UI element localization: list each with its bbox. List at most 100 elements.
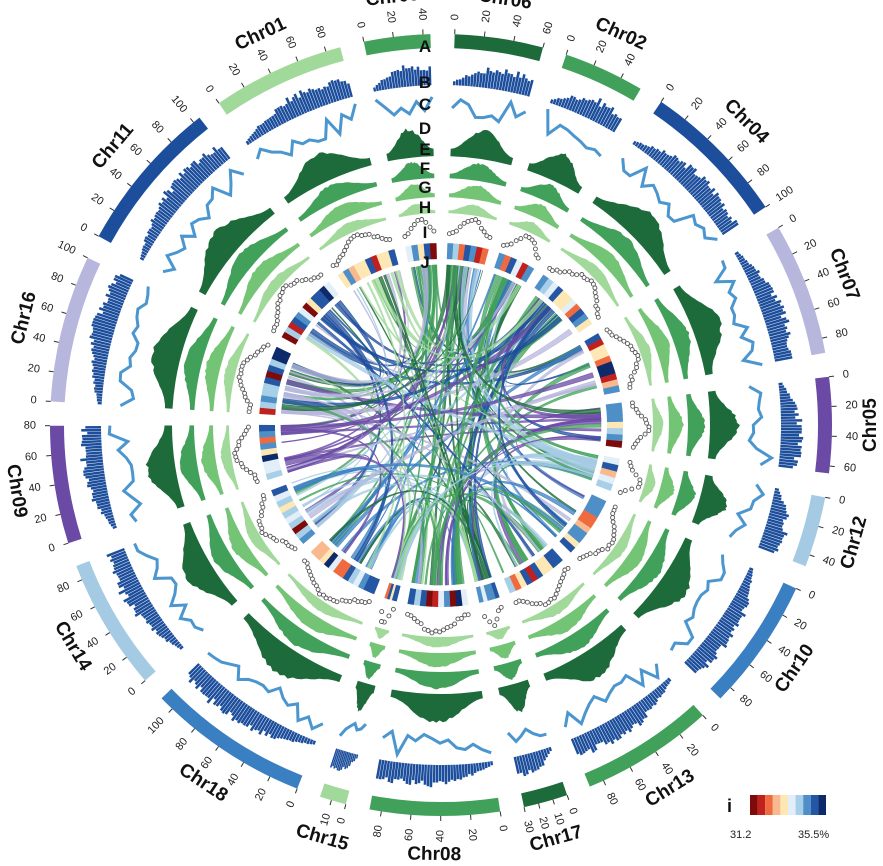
track-h-dot: [457, 224, 463, 230]
legend-swatch: [765, 795, 773, 815]
legend-swatch: [780, 795, 788, 815]
track-e-area: [520, 183, 570, 213]
track-i-heat-cell: [319, 548, 335, 565]
ideogram-block: [792, 494, 826, 567]
ideogram-block: [710, 582, 797, 699]
track-h-dot: [421, 626, 427, 632]
track-h-dot: [275, 310, 281, 315]
track-h-dot: [593, 551, 599, 557]
chromosome-label: Chr05: [860, 398, 881, 452]
track-h-dot: [244, 398, 250, 404]
track-i-heat-cell: [514, 571, 528, 589]
track-h-dot: [631, 369, 637, 375]
track-g-area: [240, 501, 281, 566]
legend-swatch: [818, 795, 826, 815]
track-i-heat-cell: [269, 358, 287, 370]
track-label-a: A: [419, 37, 431, 56]
track-h-dot: [611, 528, 617, 534]
track-h-dot: [261, 344, 267, 350]
track-e-area: [686, 393, 706, 457]
tick-mark: [55, 513, 61, 516]
track-c-histogram: [728, 483, 766, 538]
tick-mark: [122, 656, 127, 661]
track-i-heat-cell: [595, 479, 613, 491]
track-i-heat-cell: [310, 293, 327, 310]
tick-mark: [552, 799, 555, 805]
track-i-heat-cell: [560, 299, 577, 315]
legend-swatch: [772, 795, 781, 815]
tick-mark: [380, 811, 382, 817]
track-b-bars: [452, 67, 534, 97]
tick-label: 20: [689, 95, 706, 112]
track-i-heat-cell: [364, 257, 377, 275]
track-h-dot: [473, 217, 479, 223]
tick-label: 0: [78, 221, 89, 234]
track-i-heat-cell: [559, 537, 576, 553]
tick-mark: [362, 36, 365, 42]
track-h-dot: [638, 434, 644, 440]
track-g-area: [374, 626, 390, 640]
track-b-bars: [89, 273, 134, 405]
track-h-dot: [452, 621, 458, 627]
track-i-heat-cell: [382, 250, 393, 268]
track-i-heat-cell: [524, 565, 538, 583]
track-h-dot: [635, 356, 641, 362]
track-i-heat-cell: [287, 321, 305, 336]
track-h-dot: [408, 226, 414, 232]
track-c-histogram: [162, 168, 245, 274]
track-e-area: [298, 182, 378, 222]
track-g-area: [448, 204, 497, 221]
track-c-histogram: [451, 97, 527, 124]
tick-label: 20: [845, 399, 858, 412]
synteny-link: [328, 490, 489, 579]
track-h-dot: [548, 596, 554, 602]
track-h-dot: [644, 420, 650, 426]
track-d-area: [243, 613, 343, 683]
track-i-heat-cell: [310, 540, 327, 557]
legend-swatches: [750, 795, 826, 815]
ideogram-block: [218, 47, 344, 115]
track-i-heat-cell: [602, 455, 620, 466]
tick-mark: [49, 484, 55, 487]
track-h-dot: [234, 446, 240, 452]
track-h-dot: [315, 587, 321, 593]
track-e-area: [363, 659, 381, 680]
tick-label: 20: [803, 237, 819, 253]
track-i-heat-cell: [490, 582, 500, 599]
track-e-area: [395, 667, 480, 690]
tick-label: 80: [371, 824, 385, 838]
track-h-dot: [275, 305, 281, 311]
track-h-dot: [592, 285, 598, 291]
track-i-heat-cell: [460, 589, 469, 606]
track-i-heat-cell: [389, 584, 397, 601]
track-h-dot: [411, 616, 417, 622]
track-b-bars: [139, 146, 231, 261]
track-d-area: [386, 128, 434, 162]
tick-mark: [90, 606, 96, 610]
tick-label: 0: [565, 34, 578, 44]
tick-label: 0: [126, 685, 138, 698]
tick-mark: [240, 762, 245, 768]
track-f-area: [224, 507, 269, 577]
track-h-dot: [513, 600, 519, 606]
track-i-heat-cell: [494, 252, 506, 270]
track-c-histogram: [382, 728, 492, 759]
track-h-dot: [431, 228, 437, 234]
track-h-dot: [335, 258, 341, 264]
ideogram-block: [584, 704, 703, 787]
track-d-area: [450, 130, 514, 166]
track-i-heat-cell: [347, 567, 361, 585]
track-h-dot: [238, 461, 244, 466]
track-h-dot: [280, 538, 285, 544]
ideogram-block: [369, 795, 501, 817]
track-i-heat-cell: [259, 401, 277, 410]
tick-label: 100: [145, 715, 166, 737]
tick-mark: [730, 687, 735, 692]
track-i-heat-cell: [529, 562, 544, 580]
track-i-heat-cell: [606, 408, 623, 417]
tick-mark: [392, 31, 394, 37]
track-c-histogram: [338, 721, 367, 737]
tick-mark: [782, 614, 788, 618]
tick-mark: [513, 35, 516, 41]
